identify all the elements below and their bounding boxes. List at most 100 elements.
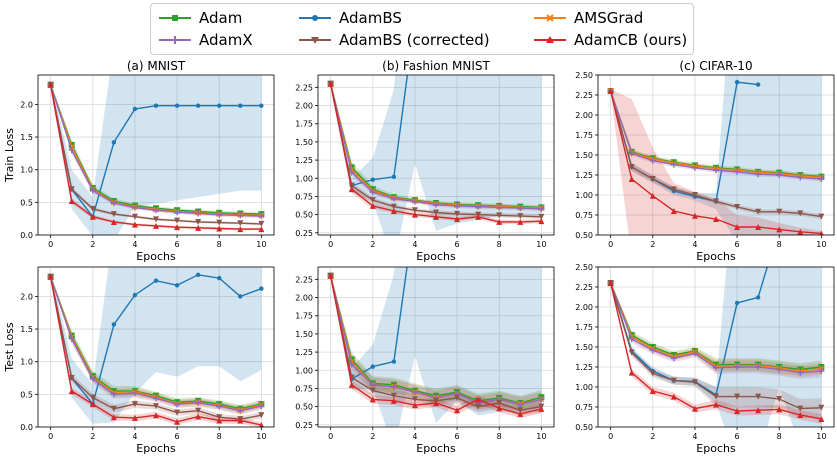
point-adamcb-ours [819,230,824,235]
point-adamx [691,164,698,171]
y-tick-label: 0.75 [575,211,593,220]
y-tick-label: 1.25 [295,348,313,357]
x-tick-label: 2 [650,432,655,441]
x-tick-label: 6 [735,240,740,249]
point-adamx [433,201,439,208]
point-adamx [818,368,825,374]
point-adamcb-ours [517,410,524,417]
point-adamx [258,213,265,220]
point-adambs-corrected [153,403,159,410]
panel-title: (a) MNIST [127,59,186,73]
point-adamcb-ours [89,401,96,408]
point-adamcb-ours [237,226,244,233]
band-adam [330,274,542,411]
point-adamcb-ours [348,381,355,388]
y-tick-label: 1.75 [295,312,313,321]
legend-item-adambs: AdamBS [299,7,402,29]
x-tick-label: 4 [412,240,417,249]
legend-label-adambs: AdamBS [339,9,402,27]
point-adamx [538,396,545,403]
plot-series [47,267,265,427]
point-adamcb-ours [110,414,117,421]
x-tick-label: 4 [692,240,697,249]
x-tick-label: 0 [48,432,53,441]
x-axis-label: Epochs [696,442,736,455]
y-tick-label: 1.25 [575,363,593,372]
panel-5: 0 2 4 6 8 10 0.25 0.50 0.75 1.00 1.25 1.50 1.75 2.00 2… [295,266,555,455]
point-adamcb-ours [670,393,677,400]
point-adambs-corrected [691,192,698,198]
point-adamcb-ours [258,422,264,427]
y-tick-label: 1.0 [20,358,33,367]
band-adam [50,275,262,413]
point-adamx [517,401,524,408]
point-adamx [216,403,223,410]
x-axis-label: Epochs [136,250,176,263]
point-adambs-corrected [174,217,181,224]
point-adamx [670,161,677,168]
panel-title: (c) CIFAR-10 [679,59,752,73]
x-tick-label: 6 [175,432,180,441]
y-tick-label: 1.50 [295,138,313,147]
point-adambs-corrected [691,379,698,386]
band-adamx [330,274,542,412]
point-adamcb-ours [649,192,656,199]
legend-label-adamcb: AdamCB (ours) [574,31,688,49]
x-tick-label: 8 [497,432,502,441]
point-adamx [174,401,181,408]
point-adamcb-ours [670,208,677,214]
point-adamcb-ours [538,218,545,225]
point-adamcb-ours [691,405,698,412]
point-adambs-corrected [670,377,677,384]
point-adamcb-ours [496,218,503,225]
legend-item-adamcb: AdamCB (ours) [534,29,687,51]
point-adamcb-ours [195,224,202,231]
x-tick-label: 10 [816,240,826,249]
y-tick-label: 1.00 [575,191,593,200]
legend-label-adambs-corrected: AdamBS (corrected) [339,31,490,49]
point-adamx [237,212,244,219]
band-adambs [330,267,542,427]
band-adambs-corrected- [610,89,822,220]
x-tick-label: 8 [777,240,782,249]
point-adamx [68,147,75,154]
y-tick-label: 0.75 [575,403,593,412]
point-adamcb-ours [475,213,482,220]
x-tick-label: 0 [328,432,333,441]
band-adambs [610,75,822,235]
y-tick-label: 1.50 [575,343,593,352]
x-tick-label: 6 [175,240,180,249]
point-adamcb-ours [390,397,397,404]
point-adamcb-ours [433,400,439,406]
point-adamcb-ours [327,272,334,279]
point-adambs-corrected [818,213,825,220]
point-adamx [195,399,202,406]
x-tick-label: 0 [48,240,53,249]
point-adambs [174,103,180,108]
point-adamx [755,364,762,370]
point-adambs [391,174,397,180]
point-adambs [217,103,222,108]
point-adamx [131,390,138,397]
y-tick-label: 1.00 [295,174,313,183]
point-adamx [110,391,117,398]
plot-series [47,75,265,235]
x-tick-label: 2 [90,240,95,249]
point-adamx [670,355,677,362]
point-adambs-corrected [195,407,202,414]
point-adambs [259,103,264,108]
point-adamx [237,407,244,414]
point-adambs-corrected [433,209,439,216]
point-adambs-corrected [734,393,741,400]
point-adamcb-ours [390,208,397,214]
x-tick-label: 2 [650,240,655,249]
point-adambs-corrected [258,412,265,419]
point-adamcb-ours [797,412,804,418]
point-adambs-corrected [411,396,418,403]
y-tick-label: 0.0 [20,423,33,432]
point-adamcb-ours [327,80,334,87]
y-tick-label: 0.75 [295,384,313,393]
point-adamcb-ours [433,213,439,220]
point-adambs-corrected [110,211,117,218]
